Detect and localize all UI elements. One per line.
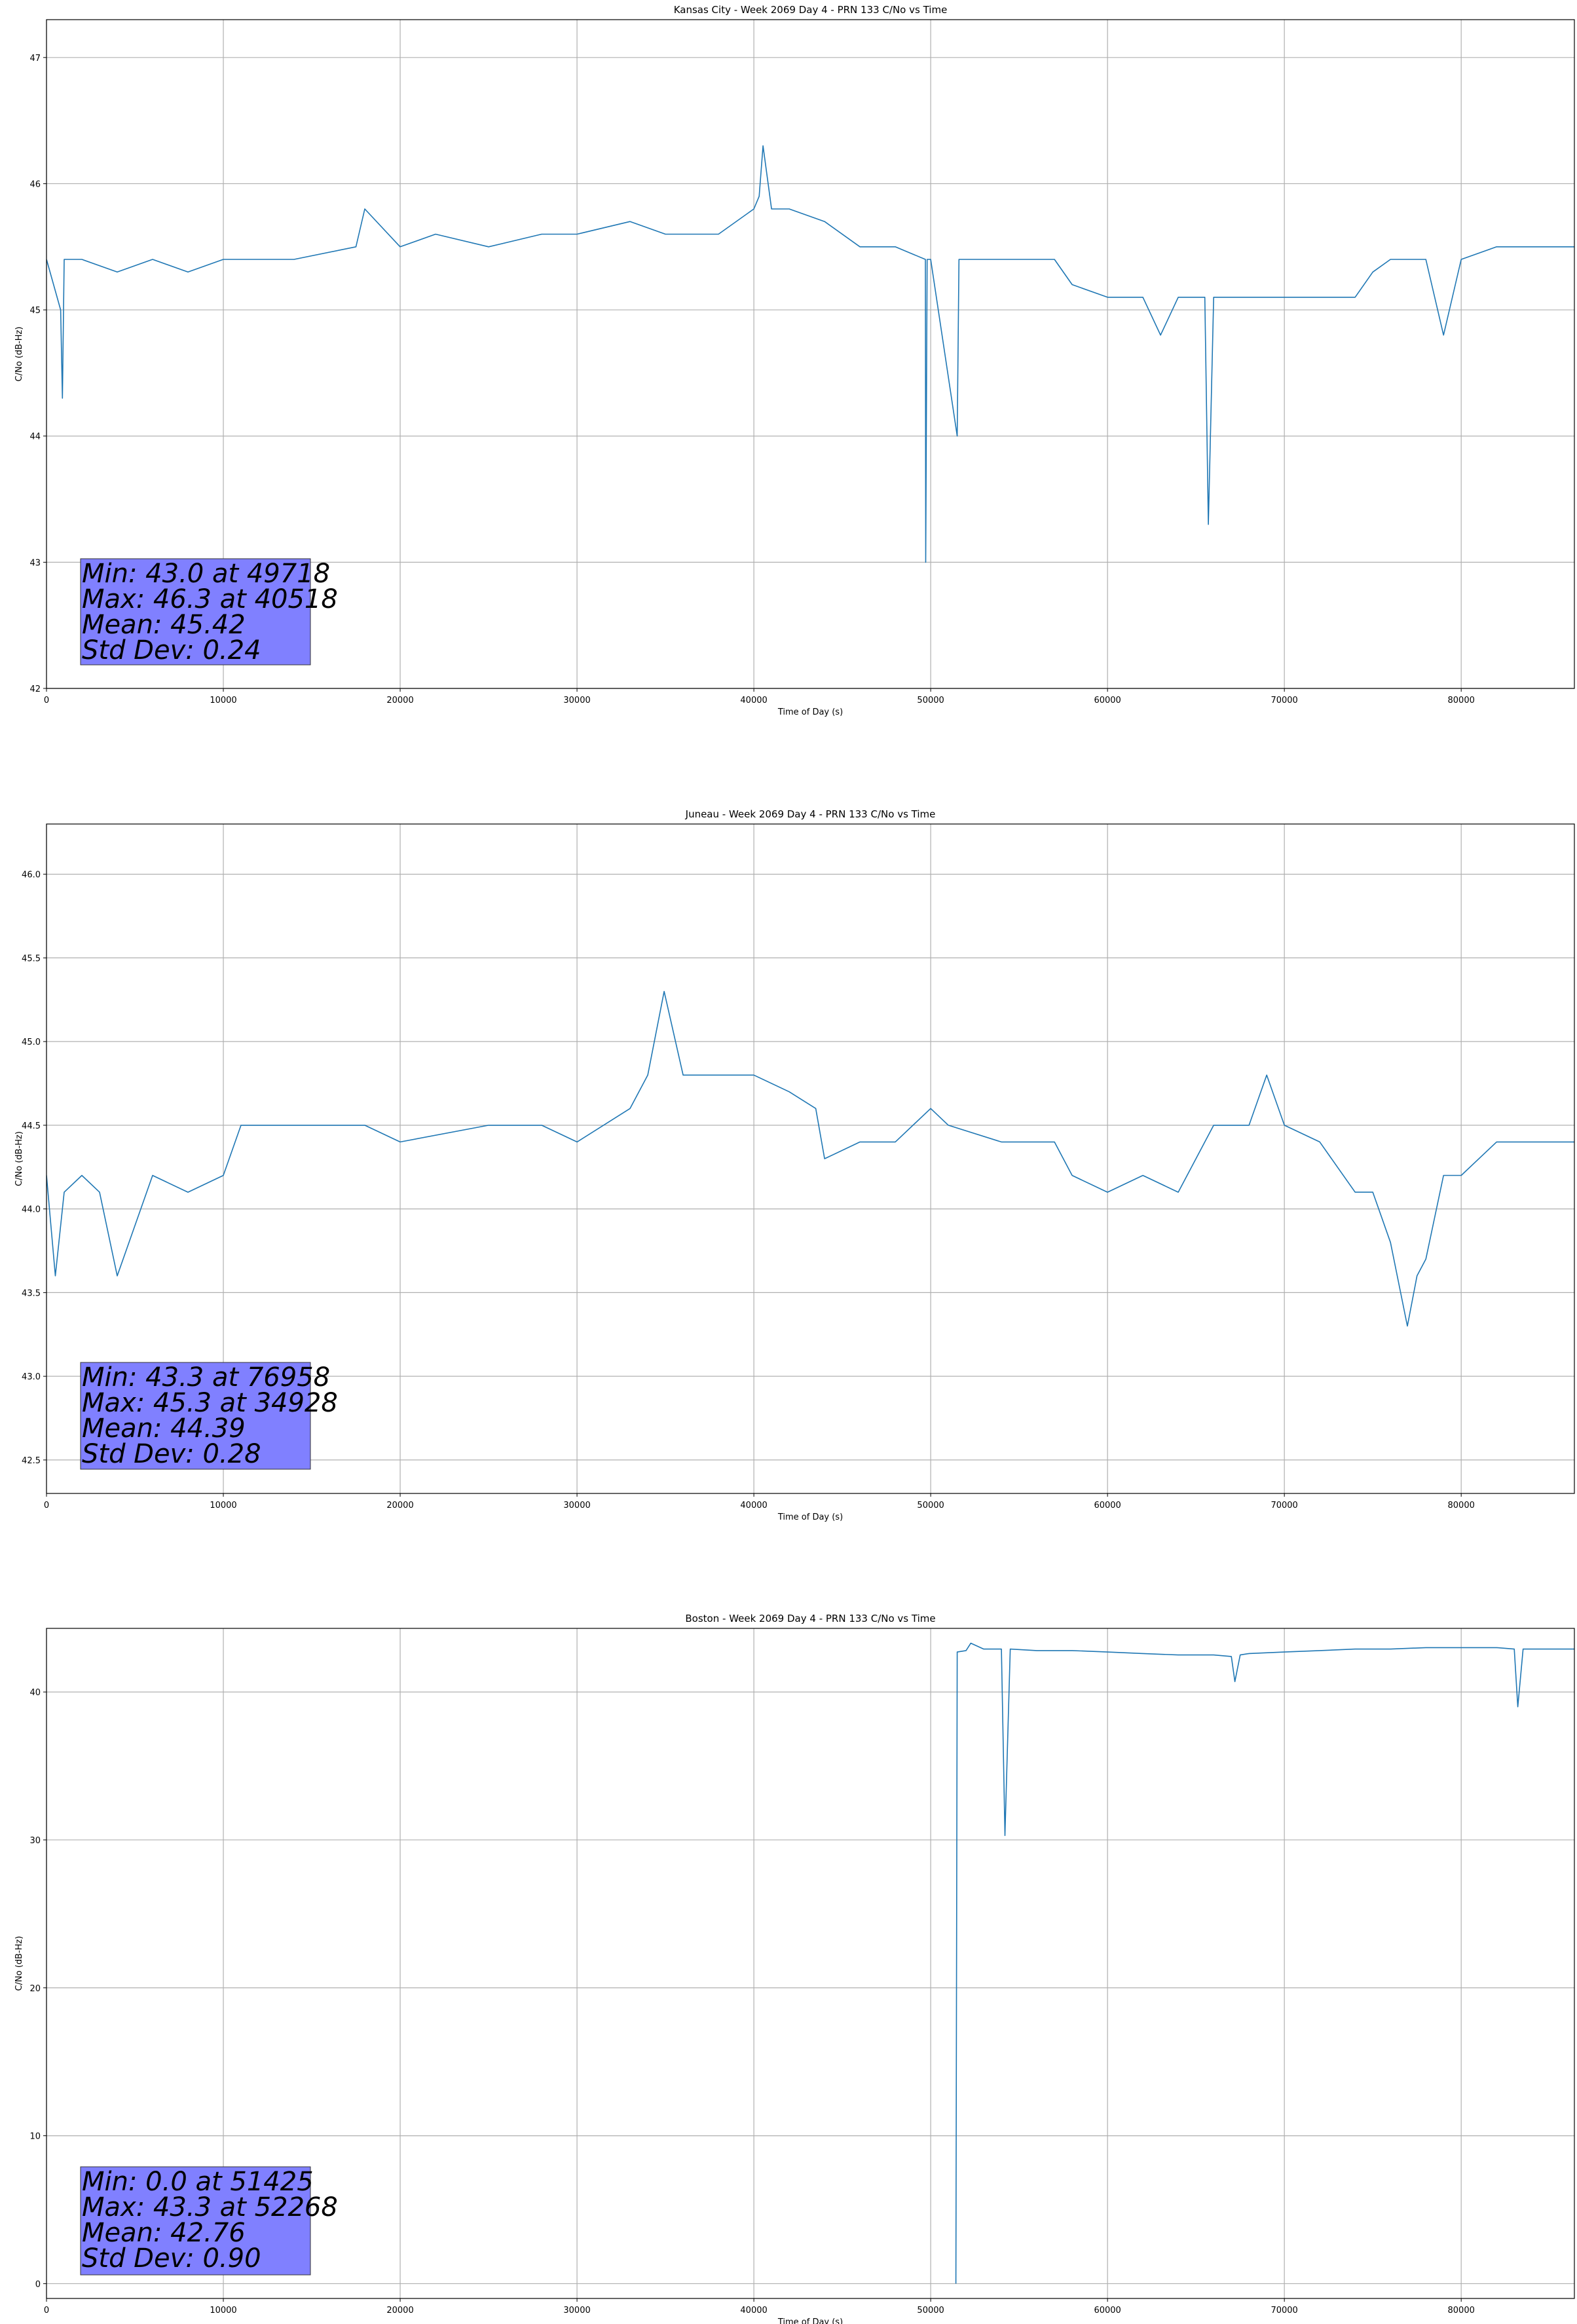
x-tick-label: 50000 <box>917 696 944 705</box>
stats-line3: Mean: 42.76 <box>82 2218 246 2248</box>
plot-frame <box>46 823 1575 1494</box>
stats-line2: Max: 43.3 at 52268 <box>82 2192 338 2222</box>
x-tick-label: 10000 <box>210 1501 236 1510</box>
chart-title: Kansas City - Week 2069 Day 4 - PRN 133 … <box>674 4 948 16</box>
y-tick-label: 42 <box>29 684 41 694</box>
stats-line2: Max: 46.3 at 40518 <box>82 584 338 614</box>
y-tick-label: 46 <box>29 179 41 189</box>
stats-box <box>80 558 311 665</box>
y-tick-label: 42.5 <box>22 1456 41 1466</box>
x-tick-label: 40000 <box>740 1501 767 1510</box>
y-tick-label: 45 <box>29 306 41 316</box>
y-tick-label: 30 <box>29 1836 41 1846</box>
y-axis-label: C/No (dB-Hz) <box>14 1936 24 1991</box>
stats-line4: Std Dev: 0.28 <box>82 1439 261 1469</box>
stats-line1: Min: 43.3 at 76958 <box>82 1362 330 1393</box>
y-tick-label: 44.5 <box>22 1121 41 1131</box>
x-tick-label: 0 <box>44 2306 49 2315</box>
y-tick-label: 44 <box>29 432 41 442</box>
chart-title: Juneau - Week 2069 Day 4 - PRN 133 C/No … <box>685 808 936 820</box>
x-axis-label: Time of Day (s) <box>777 1512 843 1522</box>
x-axis-label: Time of Day (s) <box>777 2317 843 2324</box>
x-tick-label: 50000 <box>917 2306 944 2315</box>
chart-title: Boston - Week 2069 Day 4 - PRN 133 C/No … <box>685 1613 935 1624</box>
stats-line4: Std Dev: 0.24 <box>82 635 261 665</box>
x-tick-label: 10000 <box>210 2306 236 2315</box>
stats-line3: Mean: 44.39 <box>82 1414 246 1444</box>
y-tick-label: 44.0 <box>22 1205 41 1215</box>
y-tick-label: 46.0 <box>22 871 41 880</box>
y-tick-label: 10 <box>29 2132 41 2142</box>
x-tick-label: 80000 <box>1448 696 1475 705</box>
x-tick-label: 20000 <box>386 1501 413 1510</box>
x-tick-label: 50000 <box>917 1501 944 1510</box>
x-tick-label: 40000 <box>740 2306 767 2315</box>
stats-line1: Min: 43.0 at 49718 <box>82 559 330 589</box>
x-tick-label: 70000 <box>1271 2306 1297 2315</box>
series-line <box>46 145 1574 563</box>
x-tick-label: 60000 <box>1094 2306 1121 2315</box>
x-tick-label: 70000 <box>1271 696 1297 705</box>
x-tick-label: 0 <box>44 1501 49 1510</box>
x-tick-label: 30000 <box>563 2306 590 2315</box>
y-tick-label: 43 <box>29 558 41 568</box>
stats-line2: Max: 45.3 at 34928 <box>82 1388 338 1418</box>
series-line <box>955 1642 1574 2284</box>
y-tick-label: 45.5 <box>22 954 41 964</box>
stats-line1: Min: 0.0 at 51425 <box>82 2167 314 2197</box>
x-tick-label: 30000 <box>563 696 590 705</box>
y-tick-label: 45.0 <box>22 1038 41 1047</box>
chart-panel-1: 0 10000 20000 30000 40000 50000 60000 70000 8000… <box>14 4 1575 717</box>
y-tick-label: 43.0 <box>22 1372 41 1382</box>
y-tick-label: 20 <box>29 1984 41 1994</box>
stats-line3: Mean: 45.42 <box>82 610 246 640</box>
stats-line4: Std Dev: 0.90 <box>82 2243 261 2274</box>
y-axis-label: C/No (dB-Hz) <box>14 327 24 382</box>
x-tick-label: 10000 <box>210 696 236 705</box>
y-tick-label: 40 <box>29 1688 41 1698</box>
y-tick-label: 47 <box>29 54 41 64</box>
y-tick-label: 43.5 <box>22 1288 41 1298</box>
chart-panel-3: 0 10000 20000 30000 40000 50000 60000 70000 8000… <box>14 1613 1575 2324</box>
x-tick-label: 20000 <box>386 696 413 705</box>
x-tick-label: 40000 <box>740 696 767 705</box>
series-line <box>46 990 1574 1327</box>
x-tick-label: 70000 <box>1271 1501 1297 1510</box>
x-tick-label: 60000 <box>1094 696 1121 705</box>
stats-box <box>80 2166 311 2276</box>
y-axis-label: C/No (dB-Hz) <box>14 1131 24 1186</box>
x-tick-label: 80000 <box>1448 2306 1475 2315</box>
x-tick-label: 60000 <box>1094 1501 1121 1510</box>
stats-box <box>80 1362 311 1470</box>
plot-frame <box>46 1628 1575 2299</box>
y-tick-label: 0 <box>35 2279 41 2289</box>
x-tick-label: 0 <box>44 696 49 705</box>
x-tick-label: 30000 <box>563 1501 590 1510</box>
x-tick-label: 20000 <box>386 2306 413 2315</box>
x-tick-label: 80000 <box>1448 1501 1475 1510</box>
x-axis-label: Time of Day (s) <box>777 707 843 717</box>
chart-panel-2: 0 10000 20000 30000 40000 50000 60000 70000 8000… <box>14 808 1575 1522</box>
plot-frame <box>46 19 1575 689</box>
